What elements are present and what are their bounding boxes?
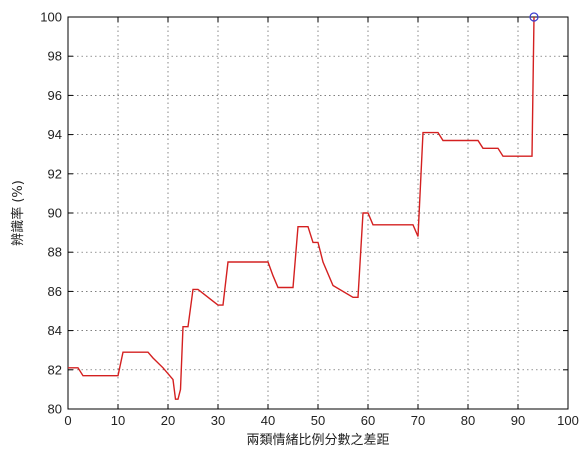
y-tick-label: 80: [48, 402, 62, 417]
y-tick-label: 86: [48, 284, 62, 299]
x-tick-label: 30: [211, 413, 225, 428]
x-tick-label: 80: [461, 413, 475, 428]
y-tick-label: 88: [48, 245, 62, 260]
y-tick-label: 96: [48, 88, 62, 103]
x-tick-label: 100: [557, 413, 579, 428]
y-tick-label: 84: [48, 323, 62, 338]
series-line: [68, 16, 535, 400]
y-tick-label: 82: [48, 362, 62, 377]
highlight-point-marker: [529, 12, 539, 22]
x-axis-title: 兩類情緒比例分數之差距: [246, 433, 389, 448]
x-tick-label: 40: [261, 413, 275, 428]
y-tick-label: 92: [48, 166, 62, 181]
x-tick-label: 50: [311, 413, 325, 428]
x-tick-label: 20: [161, 413, 175, 428]
x-tick-label: 10: [111, 413, 125, 428]
y-tick-label: 90: [48, 206, 62, 221]
x-tick-label: 90: [511, 413, 525, 428]
x-tick-label: 70: [411, 413, 425, 428]
tick-labels: 0 10 20 30 40 50 60 70 80 90 100 80 82 84 86 88 90 92 94 96…: [40, 10, 579, 429]
y-tick-label: 98: [48, 49, 62, 64]
y-tick-label: 100: [40, 10, 62, 25]
grid: [68, 17, 568, 409]
y-axis-title: 辨識率 (%): [10, 180, 26, 246]
y-tick-label: 94: [48, 127, 62, 142]
x-tick-label: 0: [64, 413, 71, 428]
x-tick-label: 60: [361, 413, 375, 428]
axis-ticks: [67, 16, 569, 410]
